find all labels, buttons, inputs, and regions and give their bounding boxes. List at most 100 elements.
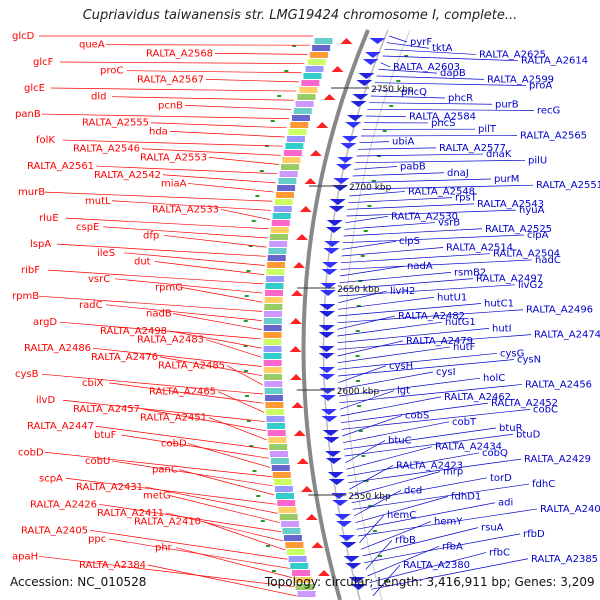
- gene-label-left: hda: [149, 126, 168, 137]
- gene-label-left: ribF: [21, 265, 40, 276]
- leader-line-left: [95, 165, 278, 175]
- reverse-gene-arrow: [320, 290, 337, 296]
- leader-line-right: [359, 514, 385, 543]
- feature-block: [265, 395, 284, 401]
- feature-block: [269, 234, 288, 240]
- leader-line-right: [370, 95, 446, 99]
- topology-label: Topology: circular; Length: 3,416,911 bp…: [265, 575, 595, 589]
- leader-line-right: [338, 284, 516, 297]
- leader-line-left: [92, 347, 262, 367]
- feature-block: [286, 549, 305, 555]
- tick-mark: [245, 395, 250, 397]
- reverse-gene-arrow: [340, 143, 357, 149]
- gene-label-left: RALTA_A2405: [21, 525, 88, 536]
- leader-line-right: [372, 88, 399, 93]
- tick-mark: [248, 245, 253, 247]
- gene-label-left: panC: [152, 465, 178, 476]
- feature-block: [264, 381, 283, 387]
- reverse-gene-arrow: [323, 248, 340, 254]
- forward-gene-arrow: [291, 402, 304, 408]
- leader-line-right: [351, 178, 492, 184]
- feature-block: [263, 325, 282, 331]
- gene-label-right: cysH: [389, 361, 413, 372]
- forward-gene-arrow: [300, 486, 313, 492]
- leader-line-right: [344, 222, 436, 230]
- leader-line-right: [370, 558, 529, 590]
- feature-block: [263, 339, 282, 345]
- gene-label-left: pcnB: [158, 100, 183, 111]
- gene-label-right: rpsT: [455, 193, 478, 204]
- gene-label-right: lgt: [397, 386, 410, 397]
- feature-block: [265, 276, 284, 282]
- gene-label-right: cysN: [517, 355, 541, 366]
- feature-block: [285, 542, 304, 548]
- leader-line-right: [367, 545, 440, 577]
- leader-line-left: [102, 226, 268, 239]
- reverse-gene-arrow: [318, 325, 335, 331]
- reverse-gene-arrow: [328, 479, 345, 485]
- feature-block: [281, 521, 300, 527]
- feature-block: [274, 486, 293, 492]
- leader-line-right: [340, 259, 533, 270]
- reverse-gene-arrow: [321, 269, 338, 275]
- tick-mark: [367, 205, 372, 207]
- tick-mark: [266, 545, 271, 547]
- leader-line-right: [339, 265, 405, 277]
- reverse-gene-arrow: [333, 178, 350, 184]
- leader-line-right: [378, 68, 438, 74]
- gene-label-right: rfbC: [489, 548, 510, 559]
- reverse-gene-arrow: [319, 374, 336, 380]
- gene-label-left: RALTA_A2546: [73, 144, 140, 155]
- reverse-gene-arrow: [327, 472, 344, 478]
- gene-label-right: rfbA: [442, 541, 463, 552]
- leader-line-left: [38, 295, 263, 312]
- leader-line-left: [126, 70, 302, 74]
- leader-line-left: [141, 408, 266, 432]
- leader-line-right: [339, 272, 452, 284]
- gene-label-right: RALTA_A2614: [521, 56, 588, 67]
- feature-block: [264, 388, 283, 394]
- scale-label: 2650 kbp: [337, 285, 380, 295]
- reverse-gene-arrow: [328, 206, 345, 212]
- leader-line-right: [342, 234, 525, 244]
- accession-label: Accession: NC_010528: [10, 575, 147, 589]
- reverse-gene-arrow: [326, 220, 343, 226]
- gene-label-right: cobS: [405, 411, 429, 422]
- leader-line-right: [338, 359, 515, 377]
- gene-label-right: RALTA_A2434: [435, 442, 502, 453]
- feature-block: [269, 444, 288, 450]
- gene-label-right: cobC: [533, 404, 558, 415]
- gene-label-right: phcQ: [401, 87, 427, 98]
- feature-block: [263, 346, 282, 352]
- feature-block: [293, 108, 312, 114]
- gene-label-right: purM: [494, 174, 519, 185]
- leader-line-left: [111, 96, 294, 101]
- feature-block: [267, 423, 286, 429]
- leader-line-left: [165, 512, 284, 542]
- leader-line-left: [41, 373, 264, 395]
- leader-line-right: [341, 402, 489, 424]
- gene-label-left: proC: [100, 66, 123, 77]
- leader-line-left: [208, 417, 267, 441]
- gene-label-right: adi: [498, 498, 513, 509]
- tick-mark: [259, 170, 264, 172]
- reverse-gene-arrow: [356, 80, 373, 86]
- reverse-gene-arrow: [319, 388, 336, 394]
- backbone-arc: [301, 29, 370, 600]
- leader-line-left: [65, 217, 269, 230]
- gene-label-right: RALTA_A2543: [477, 199, 544, 210]
- leader-line-right: [369, 102, 493, 105]
- gene-label-right: cobQ: [482, 448, 508, 459]
- gene-label-right: RALTA_A2404: [540, 504, 600, 515]
- leader-line-right: [337, 334, 532, 350]
- gene-label-right: mrp: [443, 467, 463, 478]
- reverse-gene-arrow: [318, 332, 335, 338]
- forward-gene-arrow: [323, 94, 336, 100]
- reverse-gene-arrow: [334, 514, 351, 520]
- reverse-gene-arrow: [350, 101, 367, 107]
- leader-line-right: [352, 172, 445, 177]
- feature-block: [264, 374, 283, 380]
- leader-line-left: [108, 382, 264, 404]
- gene-label-right: nadC: [535, 255, 561, 266]
